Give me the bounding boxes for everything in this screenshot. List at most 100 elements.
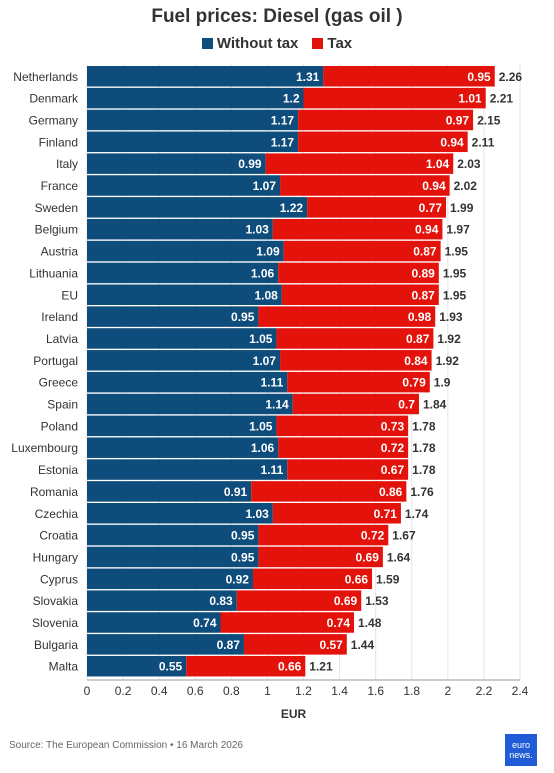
data-label-without-tax: 1.03 [245,223,269,237]
data-label-tax: 0.84 [404,354,428,368]
total-label: 2.26 [499,70,523,84]
data-label-tax: 0.87 [411,288,435,302]
data-label-tax: 0.94 [415,223,439,237]
total-label: 1.76 [410,485,434,499]
source-note: Source: The European Commission • 16 Mar… [9,740,243,751]
total-label: 1.53 [365,594,389,608]
category-label: Spain [47,398,78,412]
data-label-tax: 0.66 [345,572,369,586]
data-label-tax: 0.89 [411,266,435,280]
data-label-without-tax: 0.95 [231,310,255,324]
data-label-tax: 0.97 [446,113,470,127]
x-tick-label: 1 [264,684,271,698]
data-label-without-tax: 0.95 [231,529,255,543]
bar-without-tax [87,263,278,284]
data-label-without-tax: 1.07 [253,179,277,193]
category-label: France [41,179,79,193]
category-label: Sweden [35,201,78,215]
total-label: 1.95 [445,245,469,259]
data-label-tax: 0.94 [422,179,446,193]
data-label-without-tax: 0.99 [238,157,262,171]
bar-without-tax [87,241,284,261]
data-label-without-tax: 1.17 [271,113,295,127]
data-label-tax: 0.79 [402,376,426,390]
x-tick-label: 2 [444,684,451,698]
data-label-tax: 0.69 [334,594,358,608]
total-label: 1.92 [436,354,460,368]
bar-without-tax [87,132,298,153]
bar-without-tax [87,285,282,306]
data-label-without-tax: 1.31 [296,70,320,84]
x-tick-label: 0.2 [115,684,132,698]
data-label-without-tax: 0.92 [226,572,250,586]
data-label-without-tax: 0.95 [231,550,255,564]
total-label: 1.78 [412,441,436,455]
bar-without-tax [87,437,278,458]
category-label: Greece [39,376,79,390]
category-label: Ireland [41,310,78,324]
category-label: Denmark [29,92,79,106]
bar-without-tax [87,416,276,437]
category-label: Netherlands [13,70,78,84]
data-label-tax: 0.7 [398,398,415,412]
total-label: 2.02 [454,179,478,193]
data-label-tax: 0.69 [356,550,380,564]
data-label-without-tax: 1.03 [245,507,269,521]
category-label: Poland [41,419,78,433]
category-label: Latvia [46,332,78,346]
total-label: 1.48 [358,616,382,630]
data-label-without-tax: 1.09 [256,245,280,259]
bar-chart: Netherlands 1.31 0.95 2.26 Denmark 1.2 1.01 2.2… [0,0,554,730]
data-label-without-tax: 0.91 [224,485,248,499]
total-label: 1.84 [423,398,447,412]
total-label: 2.03 [457,157,481,171]
data-label-without-tax: 0.55 [159,660,183,674]
data-label-tax: 0.77 [419,201,443,215]
data-label-without-tax: 0.74 [193,616,217,630]
total-label: 1.95 [443,266,467,280]
category-label: Finland [39,135,78,149]
category-label: Austria [41,245,79,259]
category-label: Croatia [39,529,78,543]
total-label: 1.97 [446,223,470,237]
category-label: Bulgaria [34,638,78,652]
category-label: Belgium [35,223,78,237]
bar-without-tax [87,328,276,349]
category-label: Italy [56,157,78,171]
category-label: Romania [30,485,78,499]
total-label: 1.21 [309,660,333,674]
total-label: 1.78 [412,419,436,433]
data-label-tax: 0.74 [327,616,351,630]
x-tick-label: 0.4 [151,684,168,698]
bar-without-tax [87,459,287,480]
data-label-tax: 0.72 [381,441,405,455]
category-label: Estonia [38,463,78,477]
bar-without-tax [87,350,280,371]
data-label-tax: 0.72 [361,529,385,543]
bar-without-tax [87,66,323,87]
euronews-logo: euro news. [505,734,537,766]
data-label-tax: 0.87 [406,332,430,346]
total-label: 1.99 [450,201,474,215]
data-label-tax: 0.87 [413,245,437,259]
data-label-tax: 0.86 [379,485,403,499]
data-label-tax: 0.71 [374,507,398,521]
data-label-without-tax: 1.05 [249,419,273,433]
x-tick-label: 1.8 [403,684,420,698]
category-label: Hungary [33,550,78,564]
total-label: 1.74 [405,507,429,521]
total-label: 1.59 [376,572,400,586]
total-label: 1.9 [434,376,451,390]
category-label: Czechia [35,507,79,521]
total-label: 2.15 [477,113,501,127]
x-tick-label: 1.4 [331,684,348,698]
data-label-without-tax: 1.22 [280,201,304,215]
bar-without-tax [87,372,287,393]
category-label: Lithuania [29,266,78,280]
data-label-without-tax: 1.06 [251,266,275,280]
data-label-tax: 1.01 [458,92,482,106]
data-label-without-tax: 1.17 [271,135,295,149]
total-label: 1.78 [412,463,436,477]
total-label: 1.44 [351,638,375,652]
category-label: Germany [29,113,78,127]
